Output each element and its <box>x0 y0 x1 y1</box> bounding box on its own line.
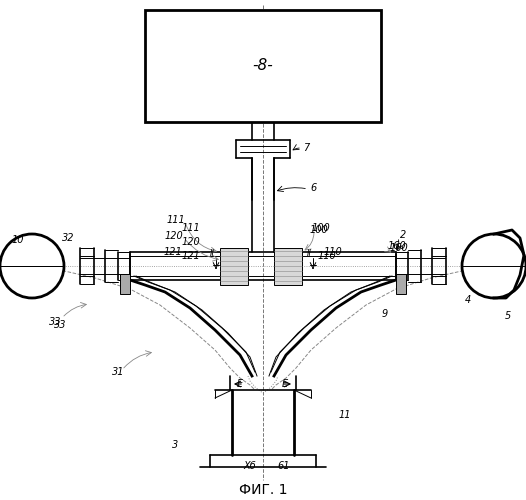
Ellipse shape <box>462 234 526 298</box>
Text: 2: 2 <box>400 230 406 240</box>
Text: -8-: -8- <box>252 58 274 74</box>
Text: 120: 120 <box>181 237 200 247</box>
Text: 11: 11 <box>339 410 351 420</box>
Text: 32: 32 <box>62 233 74 243</box>
Text: E: E <box>282 379 288 389</box>
Text: 110: 110 <box>318 251 337 261</box>
Bar <box>220 248 248 285</box>
Bar <box>274 248 302 285</box>
Text: 31: 31 <box>112 367 124 377</box>
Text: 5: 5 <box>505 311 511 321</box>
Bar <box>145 10 381 122</box>
Text: II: II <box>209 248 215 258</box>
Text: 121: 121 <box>181 251 200 261</box>
Text: 33: 33 <box>49 317 61 327</box>
Text: 6: 6 <box>310 183 316 193</box>
Text: 110: 110 <box>324 247 343 257</box>
Bar <box>120 274 130 294</box>
Text: 120: 120 <box>164 231 183 241</box>
Bar <box>396 274 406 294</box>
Text: E: E <box>237 379 243 389</box>
Text: 10: 10 <box>12 235 24 245</box>
Text: 61: 61 <box>278 461 290 471</box>
Text: 33: 33 <box>54 320 66 330</box>
Text: 121: 121 <box>163 247 182 257</box>
Text: 160: 160 <box>388 241 407 251</box>
Text: 4: 4 <box>465 295 471 305</box>
Text: 3: 3 <box>172 440 178 450</box>
Ellipse shape <box>0 234 64 298</box>
Text: 111: 111 <box>181 223 200 233</box>
Text: 100: 100 <box>310 225 329 235</box>
Text: 7: 7 <box>303 143 309 153</box>
Text: 160: 160 <box>390 243 409 253</box>
Text: 111: 111 <box>166 215 185 225</box>
Text: II: II <box>307 248 311 258</box>
Text: Xб: Xб <box>244 461 256 471</box>
Text: ФИГ. 1: ФИГ. 1 <box>239 483 287 497</box>
Text: 9: 9 <box>382 309 388 319</box>
Text: 100: 100 <box>312 223 331 233</box>
